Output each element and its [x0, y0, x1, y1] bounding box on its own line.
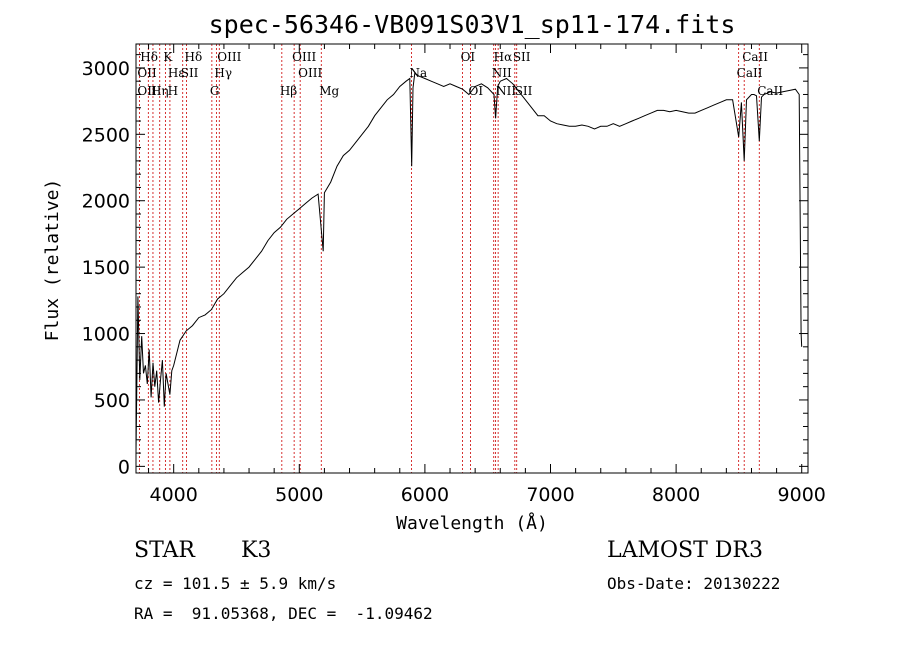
- marker-label: Hγ: [214, 66, 232, 80]
- y-tick-label: 3000: [82, 58, 130, 80]
- x-tick-label: 9000: [778, 484, 826, 506]
- marker-label: H: [168, 84, 178, 98]
- y-tick-label: 0: [118, 456, 130, 478]
- object-subclass: K3: [241, 538, 272, 563]
- marker-label: CaII: [757, 84, 783, 98]
- marker-label: G: [210, 84, 220, 98]
- axis-ticks: 4000 5000 6000 7000 8000 9000 0 500 1000 1500 2000…: [82, 44, 826, 506]
- x-tick-label: 5000: [275, 484, 323, 506]
- marker-label: Mg: [319, 84, 339, 98]
- y-tick-label: 1500: [82, 257, 130, 279]
- marker-label: OIII: [298, 66, 322, 80]
- y-tick-label: 500: [94, 390, 130, 412]
- x-tick-label: 7000: [526, 484, 574, 506]
- coordinates: RA = 91.05368, DEC = -1.09462: [134, 604, 433, 623]
- marker-label: SII: [181, 66, 199, 80]
- x-tick-label: 6000: [401, 484, 449, 506]
- marker-label: OII: [137, 84, 157, 98]
- marker-label: SII: [513, 50, 531, 64]
- marker-label: Hη: [151, 84, 169, 98]
- marker-label: NII: [492, 66, 512, 80]
- marker-label: OII: [137, 66, 157, 80]
- x-axis-label: Wavelength (Å): [396, 512, 548, 534]
- spectrum-line: [135, 72, 803, 454]
- marker-label: Na: [409, 66, 427, 80]
- y-tick-label: 2000: [82, 191, 130, 213]
- plot-frame: [135, 43, 809, 474]
- marker-label: CaII: [737, 66, 763, 80]
- marker-label: OI: [468, 84, 483, 98]
- x-tick-label: 4000: [150, 484, 198, 506]
- marker-label: Hβ: [280, 84, 297, 98]
- marker-label: Hε: [168, 66, 185, 80]
- y-tick-label: 2500: [82, 124, 130, 146]
- marker-label: K: [163, 50, 173, 64]
- marker-label: OIII: [217, 50, 241, 64]
- survey-name: LAMOST DR3: [607, 538, 763, 563]
- y-tick-label: 1000: [82, 324, 130, 346]
- y-axis-label: Flux (relative): [42, 179, 63, 342]
- spectrum-series: [135, 72, 803, 454]
- x-tick-label: 8000: [652, 484, 700, 506]
- marker-label: Hα: [494, 50, 513, 64]
- marker-label: SII: [515, 84, 533, 98]
- marker-label: Hδ: [140, 50, 158, 64]
- marker-label: NII: [496, 84, 516, 98]
- spectrum-chart: spec-56346-VB091S03V1_sp11-174.fits Hδ OI…: [42, 10, 826, 534]
- observation-date: Obs-Date: 20130222: [607, 574, 781, 593]
- marker-label: OI: [461, 50, 476, 64]
- marker-lines: [138, 44, 760, 473]
- redshift-cz: cz = 101.5 ± 5.9 km/s: [134, 574, 337, 593]
- object-class: STAR: [134, 538, 195, 563]
- marker-label: Hδ: [184, 50, 202, 64]
- marker-label: OIII: [292, 50, 316, 64]
- marker-label: CaII: [742, 50, 768, 64]
- chart-title: spec-56346-VB091S03V1_sp11-174.fits: [209, 10, 736, 39]
